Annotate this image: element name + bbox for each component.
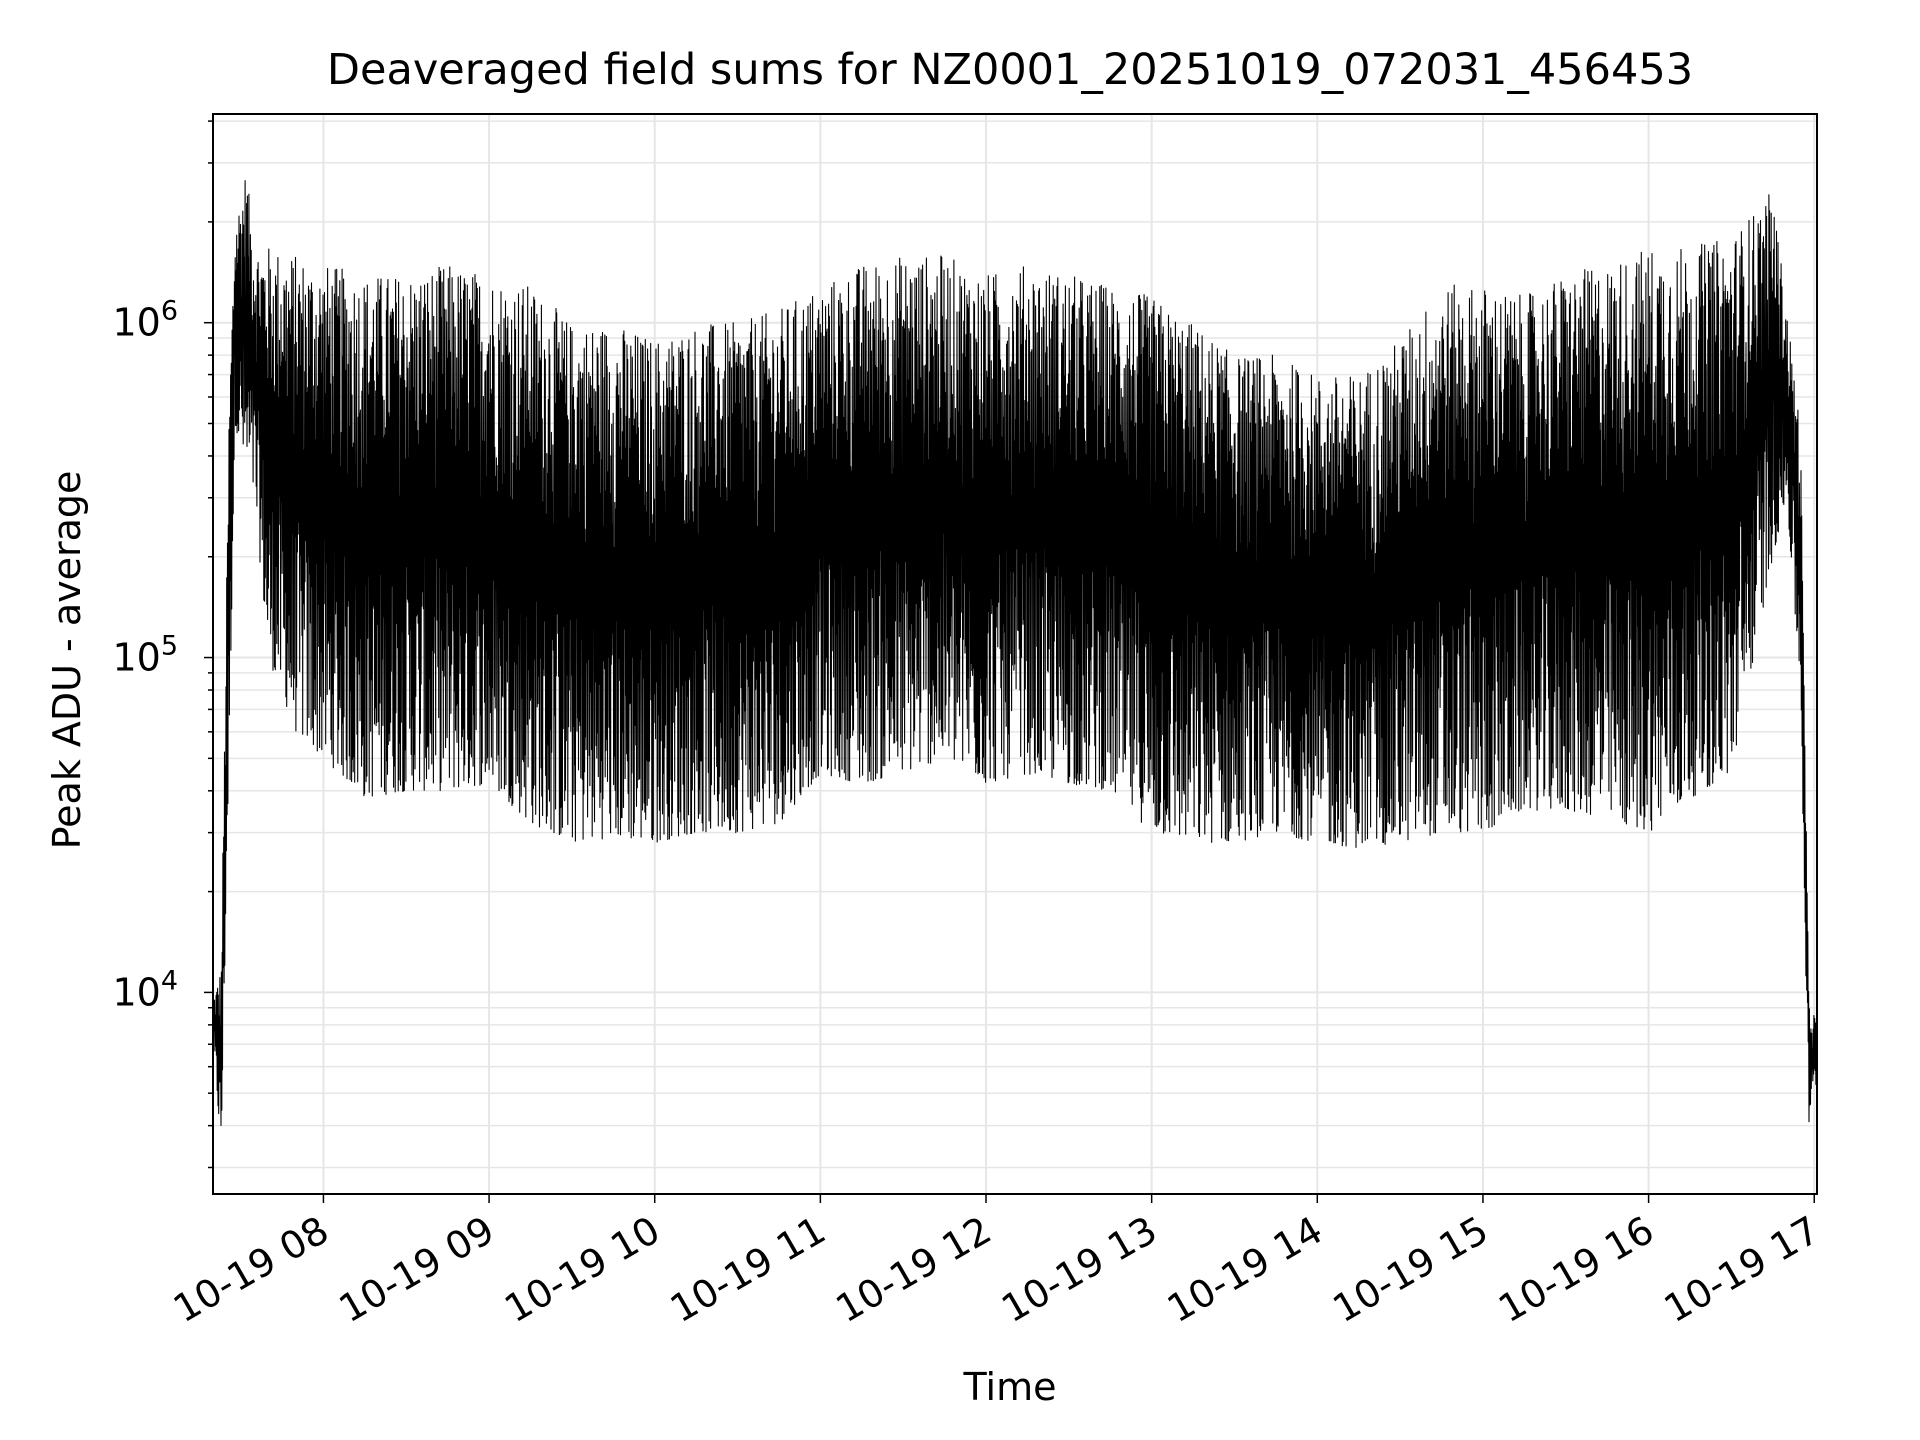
y-tick-label: 106 [112, 296, 178, 345]
y-axis-label: Peak ADU - average [45, 471, 89, 850]
y-tick-label: 105 [112, 631, 178, 680]
plot-frame [212, 113, 1818, 1195]
chart-title: Deaveraged field sums for NZ0001_2025101… [327, 45, 1693, 95]
data-series [212, 180, 1818, 1127]
series-line [212, 180, 1818, 1127]
y-tick-label: 104 [112, 965, 178, 1014]
x-axis-label: Time [963, 1365, 1057, 1409]
